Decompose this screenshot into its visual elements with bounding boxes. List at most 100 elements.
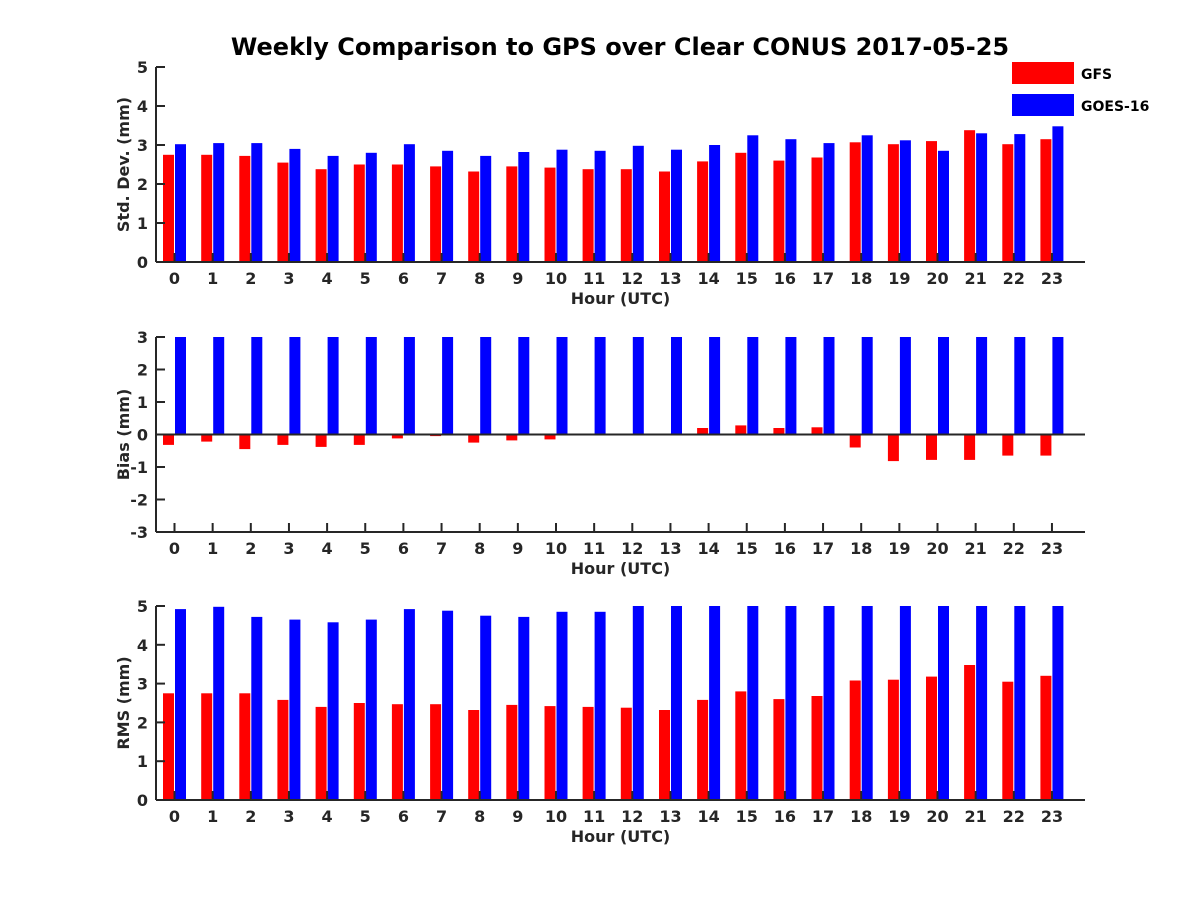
bar-gfs-hour-2 xyxy=(239,693,251,800)
x-tick-label: 7 xyxy=(436,539,447,558)
bar-gfs-hour-6 xyxy=(391,434,403,439)
bar-gfs-hour-1 xyxy=(201,434,213,442)
bar-goes16-hour-19 xyxy=(899,140,911,262)
x-tick-label: 7 xyxy=(436,269,447,288)
chart-title: Weekly Comparison to GPS over Clear CONU… xyxy=(231,33,1009,61)
bar-goes16-hour-1 xyxy=(213,337,225,435)
bar-gfs-hour-17 xyxy=(811,157,823,262)
legend-swatch-gfs xyxy=(1012,62,1074,84)
bar-gfs-hour-1 xyxy=(201,693,213,800)
x-tick-label: 8 xyxy=(474,807,485,826)
x-tick-label: 21 xyxy=(965,269,987,288)
bar-gfs-hour-14 xyxy=(697,428,709,435)
bar-gfs-hour-16 xyxy=(773,699,785,800)
bar-gfs-hour-5 xyxy=(353,703,365,800)
bar-goes16-hour-9 xyxy=(518,152,530,262)
bar-gfs-hour-0 xyxy=(163,154,174,263)
bar-goes16-hour-22 xyxy=(1014,606,1026,800)
y-tick-label: 1 xyxy=(137,393,148,412)
y-tick-label: -3 xyxy=(130,523,148,542)
x-tick-label: 14 xyxy=(697,269,719,288)
x-tick-label: 5 xyxy=(360,539,371,558)
bar-goes16-hour-22 xyxy=(1014,337,1026,435)
bar-gfs-hour-11 xyxy=(582,169,594,262)
bar-gfs-hour-21 xyxy=(964,434,976,460)
bar-gfs-hour-6 xyxy=(391,704,403,800)
bar-gfs-hour-0 xyxy=(163,693,174,800)
bar-goes16-hour-15 xyxy=(747,606,759,800)
x-tick-label: 10 xyxy=(545,807,567,826)
x-tick-label: 16 xyxy=(774,269,796,288)
x-axis-label: Hour (UTC) xyxy=(571,559,671,578)
bar-gfs-hour-19 xyxy=(887,144,899,262)
bar-goes16-hour-0 xyxy=(175,337,186,435)
y-tick-label: 0 xyxy=(137,791,148,810)
bar-goes16-hour-23 xyxy=(1052,606,1064,800)
bar-gfs-hour-11 xyxy=(582,706,594,800)
bar-gfs-hour-20 xyxy=(926,676,937,800)
x-tick-label: 9 xyxy=(512,807,523,826)
bar-goes16-hour-11 xyxy=(594,337,606,435)
bar-goes16-hour-14 xyxy=(709,337,721,435)
bar-gfs-hour-17 xyxy=(811,696,823,800)
bar-gfs-hour-4 xyxy=(315,706,327,800)
x-tick-label: 16 xyxy=(774,807,796,826)
bar-gfs-hour-21 xyxy=(964,130,976,262)
bar-gfs-hour-21 xyxy=(964,665,976,800)
bar-gfs-hour-23 xyxy=(1040,139,1052,262)
bar-gfs-hour-8 xyxy=(468,710,480,800)
y-tick-label: -2 xyxy=(130,491,148,510)
x-tick-label: 15 xyxy=(736,539,758,558)
x-tick-label: 18 xyxy=(850,807,872,826)
y-tick-label: 4 xyxy=(137,636,148,655)
x-tick-label: 2 xyxy=(245,269,256,288)
x-tick-label: 0 xyxy=(169,807,180,826)
x-tick-label: 22 xyxy=(1003,539,1025,558)
x-tick-label: 10 xyxy=(545,539,567,558)
x-tick-label: 16 xyxy=(774,539,796,558)
bar-gfs-hour-18 xyxy=(849,434,861,448)
bar-goes16-hour-0 xyxy=(175,609,186,800)
bar-goes16-hour-5 xyxy=(365,152,377,262)
bar-gfs-hour-14 xyxy=(697,699,709,800)
bar-gfs-hour-6 xyxy=(391,164,403,262)
x-tick-label: 17 xyxy=(812,807,834,826)
x-tick-label: 8 xyxy=(474,539,485,558)
bar-goes16-hour-11 xyxy=(594,611,606,800)
bar-goes16-hour-10 xyxy=(556,337,568,435)
x-tick-label: 18 xyxy=(850,539,872,558)
x-tick-label: 13 xyxy=(659,807,681,826)
bar-goes16-hour-19 xyxy=(899,606,911,800)
bar-gfs-hour-15 xyxy=(735,152,747,262)
y-tick-label: 3 xyxy=(137,136,148,155)
y-tick-label: 4 xyxy=(137,97,148,116)
x-tick-label: 23 xyxy=(1041,269,1063,288)
bar-gfs-hour-1 xyxy=(201,154,213,263)
bar-gfs-hour-19 xyxy=(887,679,899,800)
x-tick-label: 8 xyxy=(474,269,485,288)
bar-goes16-hour-23 xyxy=(1052,126,1064,262)
bar-goes16-hour-15 xyxy=(747,337,759,435)
bar-gfs-hour-2 xyxy=(239,155,251,262)
bar-goes16-hour-2 xyxy=(251,143,263,262)
bar-gfs-hour-5 xyxy=(353,434,365,445)
bar-gfs-hour-23 xyxy=(1040,434,1052,456)
bar-goes16-hour-5 xyxy=(365,619,377,800)
bar-goes16-hour-8 xyxy=(480,155,492,262)
y-axis-label: Std. Dev. (mm) xyxy=(114,97,133,232)
x-tick-label: 1 xyxy=(207,269,218,288)
bar-goes16-hour-21 xyxy=(976,606,988,800)
bar-goes16-hour-20 xyxy=(938,337,949,435)
x-tick-label: 19 xyxy=(888,539,910,558)
y-axis-label: RMS (mm) xyxy=(114,656,133,749)
x-tick-label: 19 xyxy=(888,807,910,826)
bar-gfs-hour-16 xyxy=(773,160,785,262)
bar-gfs-hour-18 xyxy=(849,142,861,262)
x-tick-label: 7 xyxy=(436,807,447,826)
bar-gfs-hour-23 xyxy=(1040,675,1052,800)
bar-gfs-hour-4 xyxy=(315,169,327,262)
bar-goes16-hour-14 xyxy=(709,145,721,262)
legend-label-goes16: GOES-16 xyxy=(1081,99,1149,115)
x-tick-label: 10 xyxy=(545,269,567,288)
